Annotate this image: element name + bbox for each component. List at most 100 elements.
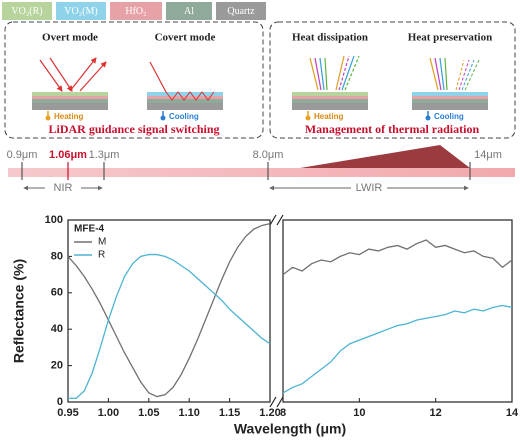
material-swatch <box>56 2 106 20</box>
x-tick-label: 1.15 <box>219 407 240 419</box>
axis-break <box>269 214 277 226</box>
ir-ray <box>464 59 480 91</box>
state-label: Heating <box>54 112 83 121</box>
mode-title: Covert mode <box>155 32 216 44</box>
x-tick-label: 8 <box>280 407 286 419</box>
ir-ray <box>341 55 355 91</box>
state-label: Cooling <box>169 112 199 121</box>
material-swatch <box>110 2 162 20</box>
series-line <box>282 239 513 276</box>
layer <box>292 92 368 96</box>
laser-in <box>49 57 73 92</box>
material-label: Quartz <box>227 6 255 17</box>
ir-ray <box>319 57 325 91</box>
band-label: NIR <box>54 182 73 194</box>
panel-caption: Management of thermal radiation <box>305 122 480 136</box>
ir-ray <box>314 57 322 91</box>
x-tick-label: 1.10 <box>178 407 199 419</box>
thermo-icon <box>305 115 311 121</box>
plot-frame <box>282 219 513 403</box>
state-label: Cooling <box>434 112 464 121</box>
y-tick-label: 20 <box>51 360 63 372</box>
thermo-icon <box>160 115 166 121</box>
axis-break <box>276 396 284 408</box>
panel-frame <box>4 21 264 139</box>
layer <box>412 103 488 110</box>
y-tick-label: 100 <box>45 214 63 226</box>
x-tick-label: 1.05 <box>138 407 159 419</box>
ir-ray <box>434 57 442 91</box>
layer <box>32 99 108 103</box>
legend-label: M <box>98 237 106 248</box>
mode-title: Heat preservation <box>408 32 492 44</box>
laser-in <box>39 59 63 92</box>
state-label: Heating <box>314 112 343 121</box>
ir-ray <box>344 55 360 91</box>
layer <box>32 96 108 99</box>
layer <box>412 99 488 103</box>
ir-ray <box>455 59 465 91</box>
ir-ray <box>429 57 439 91</box>
material-swatch <box>166 2 212 20</box>
y-axis-label: Reflectance (%) <box>11 259 27 363</box>
ir-ray <box>309 57 319 91</box>
spectrum-label: 1.3μm <box>89 149 120 161</box>
layer <box>147 92 223 96</box>
plot-frame <box>67 219 271 403</box>
spectrum-label: 8.0μm <box>253 149 284 161</box>
axis-break-gap <box>271 216 282 224</box>
layer <box>32 92 108 96</box>
mode-title: Heat dissipation <box>292 32 368 44</box>
x-tick-label: 1.20 <box>259 407 280 419</box>
layer <box>292 96 368 99</box>
band-label: LWIR <box>356 182 383 194</box>
legend-title: MFE-4 <box>74 224 104 235</box>
legend-label: R <box>98 250 105 261</box>
layer <box>412 92 488 96</box>
axis-break <box>276 214 284 226</box>
material-swatch <box>2 2 52 20</box>
layer <box>292 99 368 103</box>
ir-ray <box>444 57 448 91</box>
x-tick-label: 14 <box>506 407 519 419</box>
series-line <box>282 304 513 394</box>
x-tick-label: 10 <box>353 407 365 419</box>
axis-break-gap <box>271 398 282 406</box>
x-tick-label: 0.95 <box>57 407 78 419</box>
spectrum-label: 0.9μm <box>7 149 38 161</box>
thermo-icon <box>45 115 51 121</box>
laser-out <box>69 57 97 92</box>
material-label: VO₂(M) <box>64 6 97 17</box>
lwir-wedge <box>300 145 470 168</box>
y-tick-label: 60 <box>51 287 63 299</box>
y-tick-label: 40 <box>51 323 63 335</box>
x-tick-label: 1.00 <box>98 407 119 419</box>
material-label: VO₂(R) <box>11 6 42 17</box>
spectrum-bar <box>8 168 515 177</box>
material-label: Al <box>184 6 194 17</box>
series-line <box>68 253 271 400</box>
mode-title: Overt mode <box>42 32 98 44</box>
series-line <box>67 223 271 398</box>
laser-in <box>149 61 167 93</box>
laser-trap <box>165 91 215 101</box>
panel-caption: LiDAR guidance signal switching <box>48 122 219 136</box>
layer <box>32 103 108 110</box>
material-swatch <box>216 2 266 20</box>
spectrum-label: 1.06μm <box>49 149 87 161</box>
ir-ray <box>461 59 475 91</box>
x-axis-label: Wavelength (μm) <box>234 421 346 437</box>
layer <box>292 103 368 110</box>
layer <box>412 96 488 99</box>
laser-out <box>79 61 107 92</box>
layer <box>147 99 223 103</box>
axis-break <box>269 396 277 408</box>
ir-ray <box>338 55 350 91</box>
y-tick-label: 0 <box>57 396 63 408</box>
layer <box>147 96 223 99</box>
panel-frame <box>269 21 516 139</box>
spectrum-label: 14μm <box>474 149 502 161</box>
ir-ray <box>458 59 470 91</box>
y-tick-label: 80 <box>51 250 63 262</box>
